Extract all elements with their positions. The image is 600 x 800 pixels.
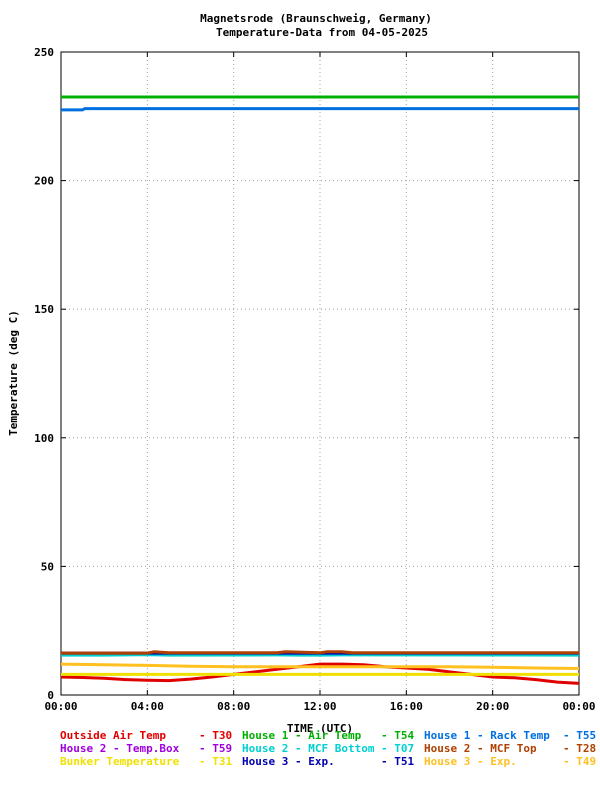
legend-entry-t51: House 3 - Exp. - T51 [242,755,414,768]
legend-entry-code: - T59 [199,742,232,755]
legend-entry-t59: House 2 - Temp.Box - T59 [60,742,232,755]
series-line-t28 [61,650,579,655]
series-line-t55 [61,107,579,112]
legend-entry-name: Bunker Temperature [60,755,180,768]
x-axis-label: TIME (UTC) [287,722,353,735]
series-group [60,95,580,685]
y-tick-label: 150 [34,303,54,316]
x-tick-label: 12:00 [303,700,336,713]
y-tick-label: 0 [47,689,54,702]
legend-entry-name: House 2 - MCF Top [424,742,537,755]
legend-entry-code: - T54 [381,729,414,742]
x-tick-label: 16:00 [390,700,423,713]
y-tick-label: 50 [41,560,54,573]
series-line-t30 [60,662,580,685]
legend-entry-code: - T55 [563,729,596,742]
legend-entry-name: Outside Air Temp [60,729,166,742]
legend-entry-t31: Bunker Temperature - T31 [60,755,232,768]
legend-entry-t54: House 1 - Air Temp - T54 [242,729,414,742]
series-line-t07 [61,653,580,657]
x-tick-label: 20:00 [476,700,509,713]
axes: 00:00 04:00 08:00 12:00 16:00 20:00 00:0005010… [34,46,595,713]
legend-entry-t28: House 2 - MCF Top - T28 [424,742,596,755]
series-line-t49 [60,662,580,670]
grid [61,52,579,695]
x-tick-label: 08:00 [217,700,250,713]
x-tick-label: 04:00 [131,700,164,713]
legend-entry-name: House 2 - MCF Bottom [242,742,375,755]
legend-entry-name: House 1 - Air Temp [242,729,362,742]
y-tick-label: 200 [34,175,54,188]
legend-entry-code: - T28 [563,742,596,755]
chart-subtitle: Temperature-Data from 04-05-2025 [216,26,428,39]
legend-entry-code: - T49 [563,755,596,768]
legend-entry-code: - T51 [381,755,414,768]
legend-entry-code: - T07 [381,742,414,755]
legend-entry-name: House 1 - Rack Temp [424,729,550,742]
legend-entry-code: - T31 [199,755,232,768]
chart-title: Magnetsrode (Braunschweig, Germany) [200,12,432,25]
y-tick-label: 100 [34,432,54,445]
legend-entry-t49: House 3 - Exp. - T49 [424,755,596,768]
x-tick-label: 00:00 [562,700,595,713]
x-tick-label: 00:00 [44,700,77,713]
legend-entry-t07: House 2 - MCF Bottom - T07 [242,742,414,755]
y-tick-label: 250 [34,46,54,59]
legend-entry-name: House 2 - Temp.Box [60,742,180,755]
legend-entry-code: - T30 [199,729,232,742]
legend-entry-t30: Outside Air Temp - T30 [60,729,232,742]
legend-entry-name: House 3 - Exp. [242,755,335,768]
legend: Outside Air Temp - T30 House 2 - Temp.Box -… [60,729,596,768]
y-axis-label: Temperature (deg C) [7,310,20,436]
legend-entry-name: House 3 - Exp. [424,755,517,768]
legend-entry-t55: House 1 - Rack Temp - T55 [424,729,596,742]
